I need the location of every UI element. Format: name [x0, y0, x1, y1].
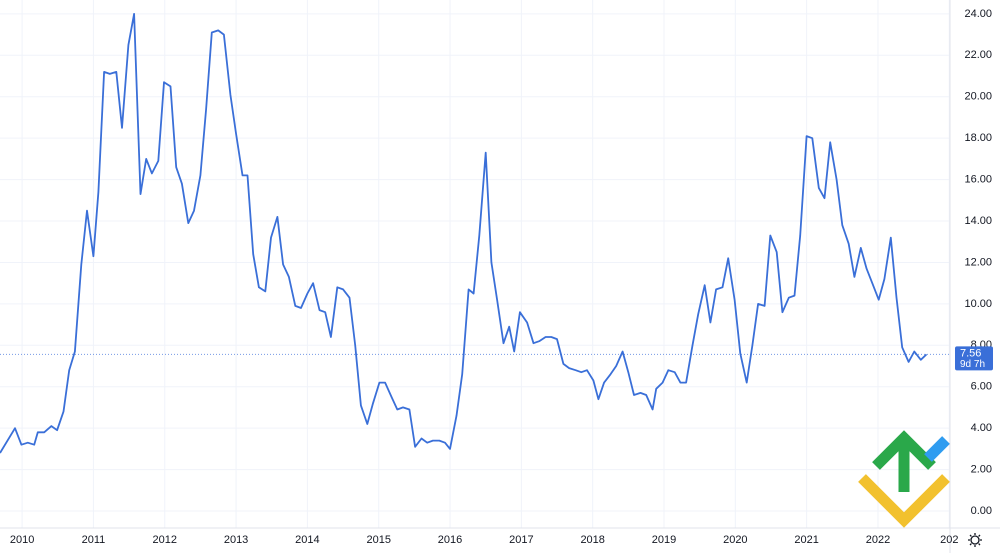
- x-tick-label: 2015: [366, 534, 390, 546]
- grid: [0, 0, 950, 528]
- x-tick-label: 2011: [82, 534, 106, 546]
- y-tick-label: 20.00: [964, 91, 992, 103]
- y-tick-label: 18.00: [964, 132, 992, 144]
- logo-green: [872, 430, 936, 492]
- x-tick-label: 2019: [652, 534, 676, 546]
- y-tick-label: 14.00: [964, 215, 992, 227]
- gear[interactable]: [970, 535, 980, 545]
- x-tick-label: 2012: [153, 534, 177, 546]
- y-tick-label: 12.00: [964, 256, 992, 268]
- x-tick-label: 2010: [10, 534, 34, 546]
- settings-icon[interactable]: [968, 533, 982, 547]
- x-tick-label: 2020: [723, 534, 747, 546]
- countdown-label: 9d 7h: [960, 359, 985, 370]
- y-tick-label: 10.00: [964, 298, 992, 310]
- x-tick-label: 2013: [224, 534, 248, 546]
- logo-yellow: [858, 474, 950, 528]
- x-tick-label: 2016: [438, 534, 462, 546]
- x-tick-label: 202: [940, 534, 958, 546]
- gear-teeth[interactable]: [968, 533, 982, 547]
- last-value-badge: [955, 346, 993, 371]
- y-tick-label: 2.00: [971, 463, 992, 475]
- y-tick-label: 6.00: [971, 381, 992, 393]
- logo-blue: [924, 436, 950, 462]
- line: [0, 13, 928, 454]
- y-tick-label: 24.00: [964, 8, 992, 20]
- logo: [858, 430, 950, 528]
- y-tick-label: 0.00: [971, 505, 992, 517]
- x-tick-label: 2022: [866, 534, 890, 546]
- y-tick-label: 4.00: [971, 422, 992, 434]
- y-tick-label: 22.00: [964, 49, 992, 61]
- last-value-label: 7.56: [960, 347, 981, 359]
- y-tick-label: 16.00: [964, 173, 992, 185]
- x-tick-label: 2018: [580, 534, 604, 546]
- x-tick-label: 2021: [794, 534, 818, 546]
- x-tick-label: 2017: [509, 534, 533, 546]
- x-tick-label: 2014: [295, 534, 319, 546]
- plot: [0, 13, 950, 454]
